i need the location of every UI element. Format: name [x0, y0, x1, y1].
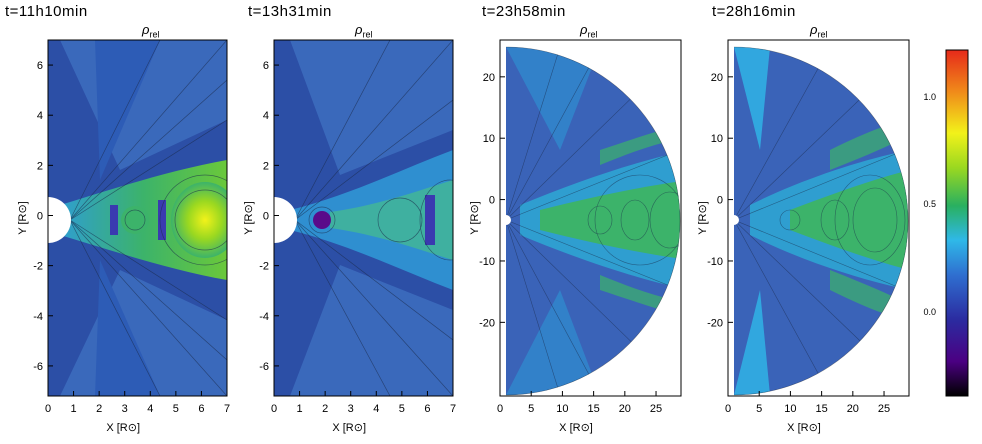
- y-tick-label: 6: [263, 60, 269, 72]
- colorbar-label: 1.0: [923, 92, 936, 102]
- y-tick-label: 0: [37, 210, 43, 222]
- x-tick-label: 0: [45, 403, 51, 415]
- y-tick-label: 0: [489, 195, 495, 207]
- panel-1-plot: [48, 40, 227, 396]
- x-tick-label: 15: [815, 403, 827, 415]
- y-tick-label: -6: [33, 361, 43, 373]
- x-tick-label: 7: [450, 403, 456, 415]
- y-tick-label: -10: [479, 256, 495, 268]
- panel-1-time: t=11h10min: [5, 3, 88, 20]
- x-tick-label: 5: [399, 403, 405, 415]
- y-axis-label: Y [R⊙]: [697, 201, 709, 234]
- y-tick-label: 20: [483, 72, 495, 84]
- panel-1-quantity: ρrel: [142, 22, 160, 40]
- x-tick-label: 5: [528, 403, 534, 415]
- x-tick-label: 7: [224, 403, 230, 415]
- colorbar: [945, 49, 969, 397]
- y-tick-label: 20: [711, 72, 723, 84]
- panel-3-time: t=23h58min: [482, 3, 566, 20]
- x-tick-label: 4: [373, 403, 379, 415]
- x-tick-label: 1: [297, 403, 303, 415]
- colorbar-label: 0.5: [923, 199, 936, 209]
- y-tick-label: -20: [707, 317, 723, 329]
- x-axis-label: X [R⊙]: [332, 422, 366, 434]
- y-tick-label: -20: [479, 317, 495, 329]
- panel-2-plot: [274, 40, 453, 396]
- x-tick-label: 6: [424, 403, 430, 415]
- panel-2-quantity: ρrel: [355, 22, 373, 40]
- y-tick-label: 2: [263, 160, 269, 172]
- panel-4-quantity: ρrel: [810, 22, 828, 40]
- y-tick-label: -4: [259, 311, 269, 323]
- y-tick-label: 0: [717, 195, 723, 207]
- y-tick-label: -4: [33, 311, 43, 323]
- y-axis-label: Y [R⊙]: [17, 201, 29, 234]
- x-axis-label: X [R⊙]: [787, 422, 821, 434]
- x-tick-label: 2: [96, 403, 102, 415]
- y-tick-label: 10: [483, 133, 495, 145]
- panel-3-plot: [506, 47, 680, 395]
- x-tick-label: 25: [878, 403, 890, 415]
- panel-2-frame: [273, 39, 454, 397]
- x-axis-label: X [R⊙]: [559, 422, 593, 434]
- x-tick-label: 10: [784, 403, 796, 415]
- x-tick-label: 4: [147, 403, 153, 415]
- y-tick-label: -2: [259, 261, 269, 273]
- x-tick-label: 0: [271, 403, 277, 415]
- panel-1-frame: [47, 39, 228, 397]
- panel-3-frame: [499, 39, 682, 397]
- x-tick-label: 0: [725, 403, 731, 415]
- x-tick-label: 6: [198, 403, 204, 415]
- y-tick-label: -6: [259, 361, 269, 373]
- colorbar-label: 0.0: [923, 307, 936, 317]
- y-tick-label: 10: [711, 133, 723, 145]
- panel-4-frame: [727, 39, 910, 397]
- y-tick-label: -2: [33, 261, 43, 273]
- x-tick-label: 0: [497, 403, 503, 415]
- x-axis-label: X [R⊙]: [106, 422, 140, 434]
- x-tick-label: 5: [173, 403, 179, 415]
- x-tick-label: 1: [71, 403, 77, 415]
- x-tick-label: 20: [619, 403, 631, 415]
- x-tick-label: 3: [348, 403, 354, 415]
- y-tick-label: 4: [263, 110, 269, 122]
- x-tick-label: 10: [556, 403, 568, 415]
- y-tick-label: -10: [707, 256, 723, 268]
- y-tick-label: 0: [263, 210, 269, 222]
- y-tick-label: 2: [37, 160, 43, 172]
- x-tick-label: 25: [650, 403, 662, 415]
- x-tick-label: 15: [587, 403, 599, 415]
- panel-4-time: t=28h16min: [712, 3, 796, 20]
- x-tick-label: 3: [122, 403, 128, 415]
- x-tick-label: 5: [756, 403, 762, 415]
- y-axis-label: Y [R⊙]: [243, 201, 255, 234]
- x-tick-label: 20: [847, 403, 859, 415]
- panel-3-quantity: ρrel: [580, 22, 598, 40]
- panel-4-plot: [734, 47, 908, 395]
- x-tick-label: 2: [322, 403, 328, 415]
- y-axis-label: Y [R⊙]: [469, 201, 481, 234]
- y-tick-label: 4: [37, 110, 43, 122]
- panel-2-time: t=13h31min: [248, 3, 332, 20]
- y-tick-label: 6: [37, 60, 43, 72]
